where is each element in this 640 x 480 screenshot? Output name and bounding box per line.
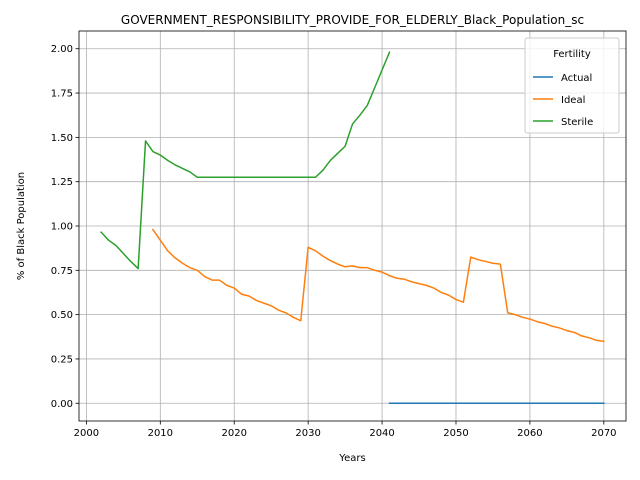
y-tick-label: 1.25 [51, 177, 73, 188]
y-tick-label: 1.50 [51, 133, 73, 144]
series-line-sterile [100, 51, 391, 270]
y-tick-label: 0.50 [51, 310, 73, 321]
x-tick-label: 2030 [295, 428, 320, 439]
y-tick-label: 0.25 [51, 354, 73, 365]
legend-label-sterile: Sterile [561, 117, 593, 128]
legend-box [524, 37, 620, 134]
x-tick-label: 2000 [74, 428, 99, 439]
chart-title: GOVERNMENT_RESPONSIBILITY_PROVIDE_FOR_EL… [121, 13, 584, 27]
x-tick-label: 2040 [369, 428, 394, 439]
y-axis-ticks: 0.00 0.25 0.50 0.75 1.00 1.25 1.50 1.75 2.00 [51, 44, 79, 410]
x-tick-label: 2020 [222, 428, 247, 439]
x-axis-label: Years [338, 453, 365, 464]
x-tick-label: 2010 [148, 428, 173, 439]
y-tick-label: 2.00 [51, 44, 73, 55]
x-tick-label: 2070 [591, 428, 616, 439]
legend: Fertility Actual Ideal Sterile [524, 37, 620, 134]
y-tick-label: 0.75 [51, 266, 73, 277]
x-tick-label: 2060 [517, 428, 542, 439]
y-tick-label: 0.00 [51, 399, 73, 410]
legend-label-ideal: Ideal [561, 95, 585, 106]
series-lines [100, 51, 605, 405]
y-tick-label: 1.00 [51, 222, 73, 233]
y-tick-label: 1.75 [51, 89, 73, 100]
y-axis-label: % of Black Population [16, 172, 27, 280]
x-axis-ticks: 2000 2010 2020 2030 2040 2050 2060 2070 [74, 421, 617, 439]
x-tick-label: 2050 [443, 428, 468, 439]
legend-title: Fertility [553, 49, 591, 60]
legend-label-actual: Actual [561, 73, 592, 84]
series-line-ideal [151, 228, 605, 343]
grid-lines [79, 31, 626, 421]
